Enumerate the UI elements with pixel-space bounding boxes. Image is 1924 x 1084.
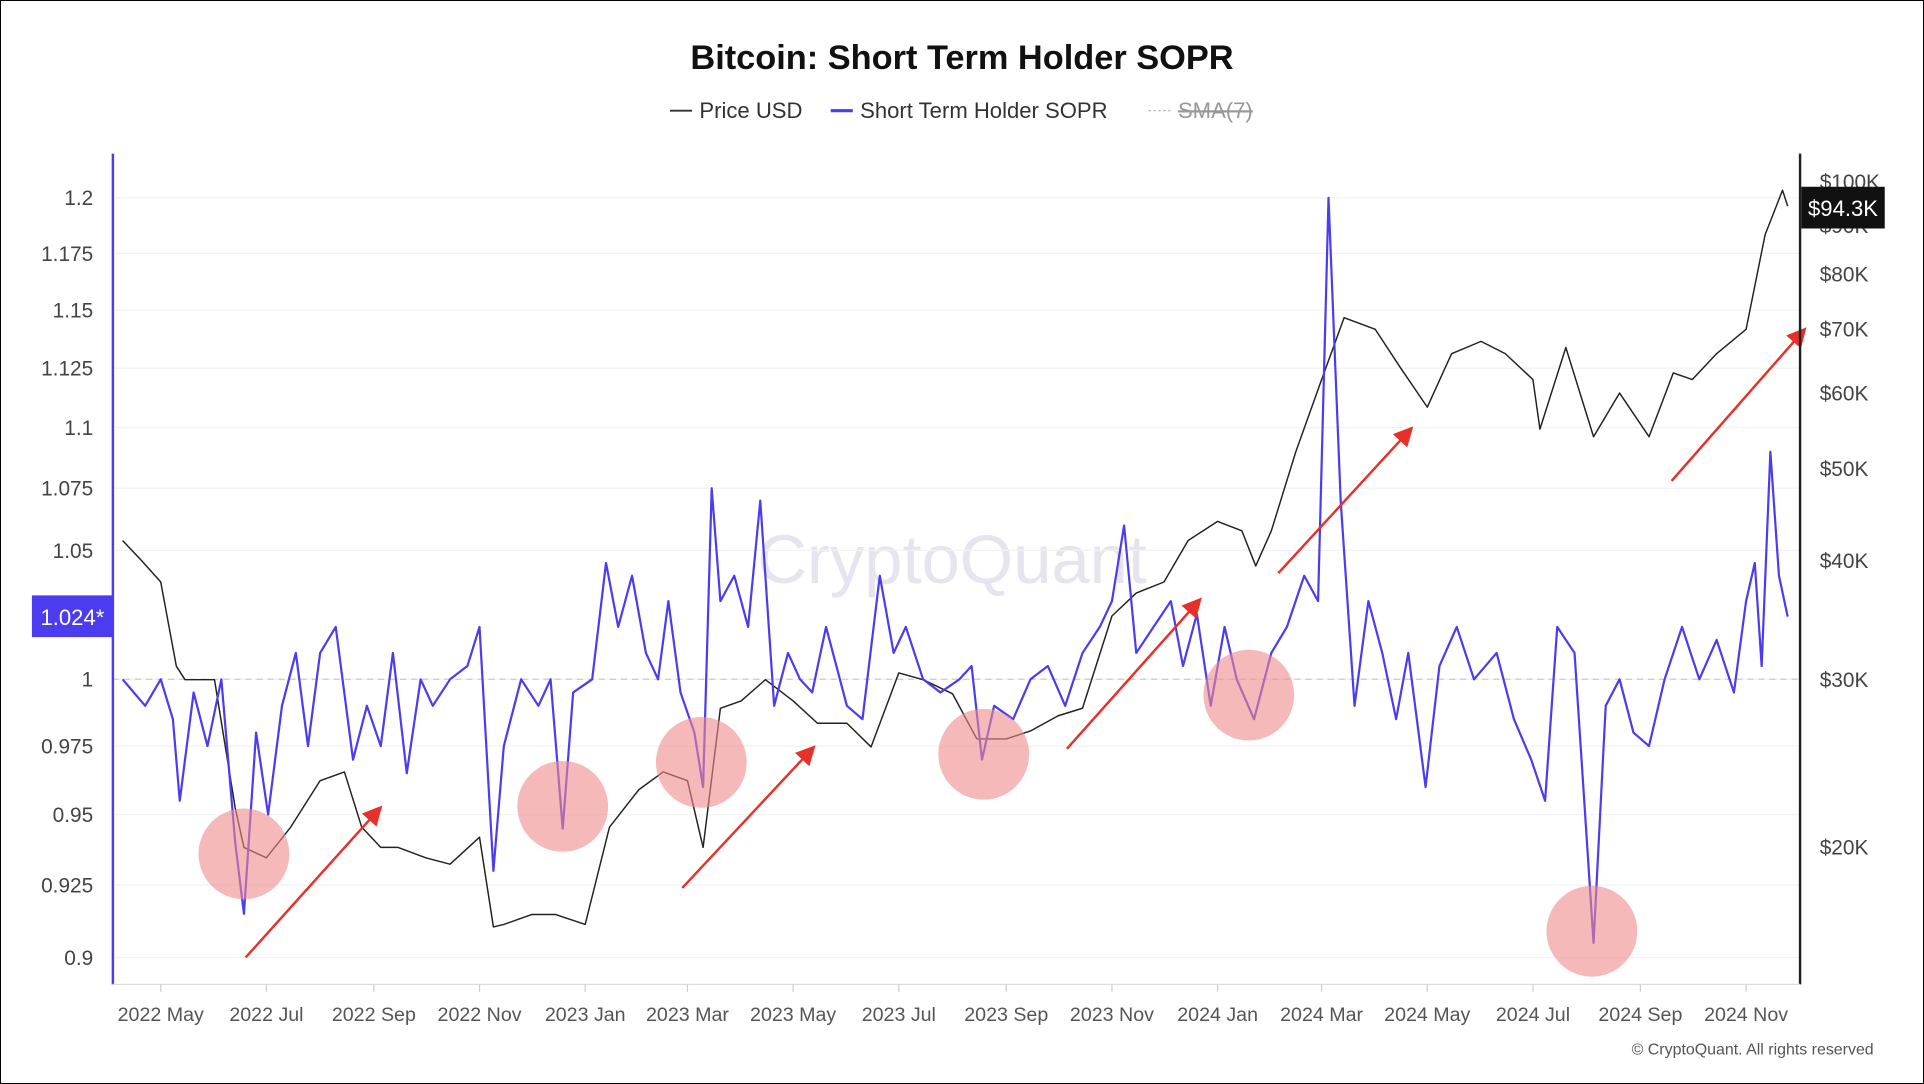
left-tick-label: 1.175 (41, 243, 93, 266)
trend-arrow (244, 805, 383, 959)
right-tick-label: $70K (1820, 319, 1869, 342)
right-tick-label: $50K (1820, 458, 1869, 481)
left-tick-label: 1.05 (53, 540, 94, 563)
right-tick-label: $60K (1820, 382, 1869, 405)
right-tick-label: $80K (1820, 263, 1869, 286)
x-tick-label: 2024 May (1384, 1004, 1470, 1026)
left-tick-label: 1.2 (64, 187, 93, 210)
x-tick-label: 2024 Jul (1496, 1004, 1570, 1026)
right-tick-label: $40K (1820, 550, 1869, 573)
highlight-circle (655, 717, 747, 808)
current-sopr-label: 1.024* (40, 605, 104, 630)
x-tick-label: 2023 Mar (646, 1004, 729, 1026)
x-tick-label: 2022 Nov (438, 1004, 522, 1026)
x-tick-label: 2022 May (118, 1004, 204, 1026)
left-tick-label: 1.125 (41, 358, 93, 381)
x-tick-label: 2023 Jan (545, 1004, 626, 1026)
highlight-circle (938, 708, 1030, 800)
x-tick-label: 2023 May (750, 1004, 836, 1026)
highlight-circle (198, 808, 290, 900)
left-tick-label: 1.15 (53, 300, 94, 323)
x-tick-label: 2023 Nov (1070, 1004, 1154, 1026)
watermark: CryptoQuant (757, 521, 1147, 598)
legend-price[interactable]: Price USD (699, 98, 802, 123)
trend-arrow (1065, 597, 1202, 750)
sopr-line (121, 196, 1789, 944)
trend-arrow (1670, 327, 1807, 482)
highlight-circle (1546, 885, 1638, 977)
highlight-circle (1203, 649, 1295, 741)
trend-arrow (681, 745, 816, 889)
left-tick-label: 0.9 (64, 947, 93, 970)
current-price-badge (1801, 186, 1885, 229)
right-tick-label: $30K (1820, 669, 1869, 692)
x-tick-label: 2023 Sep (964, 1004, 1048, 1026)
x-tick-label: 2022 Sep (332, 1004, 416, 1026)
legend-sopr[interactable]: Short Term Holder SOPR (860, 98, 1107, 123)
left-tick-label: 0.975 (41, 735, 93, 758)
legend: Price USD Short Term Holder SOPR SMA(7) (669, 98, 1253, 123)
left-tick-label: 1.075 (41, 478, 93, 501)
x-tick-label: 2024 Mar (1280, 1004, 1363, 1026)
trend-arrow (1277, 426, 1414, 574)
highlight-circle (517, 760, 609, 852)
left-tick-label: 1.1 (64, 417, 93, 440)
x-tick-label: 2023 Jul (862, 1004, 936, 1026)
left-tick-label: 0.95 (53, 804, 94, 827)
copyright: © CryptoQuant. All rights reserved (1632, 1041, 1874, 1058)
current-price-label: $94.3K (1808, 196, 1878, 221)
right-tick-label: $20K (1820, 837, 1869, 860)
current-sopr-badge (31, 595, 113, 638)
x-tick-label: 2022 Jul (229, 1004, 303, 1026)
x-tick-label: 2024 Nov (1704, 1004, 1788, 1026)
left-tick-label: 1 (82, 669, 94, 692)
chart-title: Bitcoin: Short Term Holder SOPR (690, 39, 1233, 77)
legend-sma[interactable]: SMA(7) (1178, 98, 1253, 123)
left-tick-label: 0.925 (41, 874, 93, 897)
x-tick-label: 2024 Sep (1598, 1004, 1682, 1026)
x-tick-label: 2024 Jan (1177, 1004, 1258, 1026)
